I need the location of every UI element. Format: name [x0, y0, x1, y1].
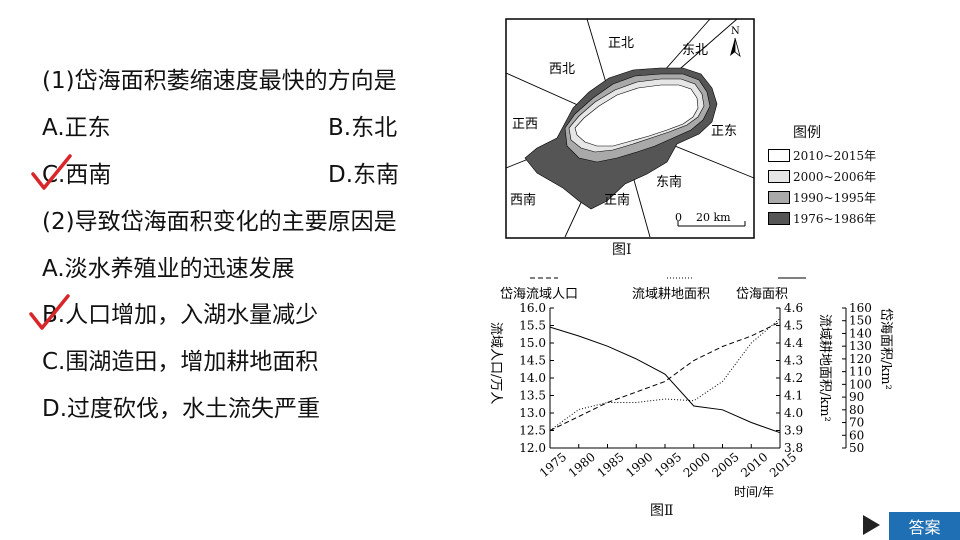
legend-item: 2000~2006年	[768, 168, 876, 185]
play-icon[interactable]	[863, 515, 880, 535]
series-line	[549, 318, 781, 431]
left-tick-label: 13.0	[519, 406, 546, 420]
option-2b: B.人口增加，入湖水量减少	[42, 302, 319, 328]
x-tick-label: 1990	[623, 450, 655, 480]
option-1d: D.东南	[328, 162, 400, 188]
dir-west: 正西	[512, 117, 538, 132]
x-tick-label: 1995	[652, 450, 684, 480]
legend-label: 1976~1986年	[793, 212, 877, 226]
lake-map: 正北 东北 西北 正西 正东 东南 西南 正南 N 0 20 km	[505, 18, 755, 239]
legend-label: 2000~2006年	[793, 170, 877, 184]
middle-tick-label: 4.3	[784, 354, 803, 368]
left-tick-label: 14.5	[519, 354, 546, 368]
dir-east: 正东	[711, 124, 737, 139]
right-tick-label: 60	[849, 428, 864, 442]
scale-bar: 0 20 km	[675, 211, 746, 227]
middle-tick-label: 3.8	[784, 441, 803, 455]
option-1a: A.正东	[42, 115, 111, 141]
left-axis-label: 流域人口/万人	[488, 322, 503, 404]
series-line	[549, 326, 781, 434]
right-tick-label: 110	[849, 365, 872, 379]
middle-axis-label: 流域耕地面积/km²	[817, 314, 833, 422]
legend-label: 1990~1995年	[793, 191, 877, 205]
middle-tick-label: 3.9	[784, 424, 803, 438]
right-axis-label: 岱海面积/km²	[878, 308, 893, 390]
dir-northeast: 东北	[682, 43, 708, 58]
left-tick-label: 12.0	[519, 441, 546, 455]
middle-tick-label: 4.2	[784, 371, 803, 385]
right-tick-label: 80	[849, 403, 864, 417]
legend-swatch	[768, 191, 790, 204]
legend-title: 图例	[793, 125, 821, 141]
right-tick-label: 130	[849, 339, 872, 353]
line-chart: 12.0 12.5 13.0 13.5 14.0 14.5 15.0 15.5 16.0 3.8 3…	[488, 277, 893, 499]
middle-tick-label: 4.1	[784, 389, 803, 403]
dir-northwest: 西北	[549, 62, 575, 77]
x-tick-label: 1980	[566, 450, 598, 480]
series-line	[549, 321, 781, 431]
check-mark-icon	[29, 294, 70, 330]
x-tick-label: 2000	[681, 450, 713, 480]
legend-series-label: 岱海流域人口	[500, 287, 578, 302]
option-2a: A.淡水养殖业的迅速发展	[42, 256, 295, 282]
dir-north: 正北	[608, 36, 634, 51]
left-tick-label: 15.5	[519, 319, 546, 333]
dir-south: 正南	[604, 192, 630, 208]
svg-text:0 20 km: 0 20 km	[675, 211, 731, 224]
figure-1-caption: 图Ⅰ	[612, 242, 632, 258]
left-tick-label: 15.0	[519, 336, 546, 350]
legend-series-label: 流域耕地面积	[632, 286, 710, 302]
legend-swatch	[768, 212, 790, 225]
right-tick-label: 120	[849, 352, 872, 366]
right-tick-label: 160	[849, 301, 872, 315]
north-arrow-icon: N	[730, 26, 741, 58]
question-1-stem: (1)岱海面积萎缩速度最快的方向是	[42, 68, 397, 94]
x-axis-label: 时间/年	[734, 485, 774, 499]
x-tick-label: 2005	[709, 450, 741, 480]
left-tick-label: 16.0	[519, 301, 546, 315]
svg-text:N: N	[731, 26, 740, 37]
right-tick-label: 140	[849, 326, 872, 340]
question-2-stem: (2)导致岱海面积变化的主要原因是	[42, 209, 397, 235]
answer-button[interactable]: 答案	[889, 512, 960, 540]
left-tick-label: 13.5	[519, 389, 546, 403]
right-tick-label: 70	[849, 416, 864, 430]
option-2d: D.过度砍伐，水土流失严重	[42, 396, 321, 422]
legend-label: 2010~2015年	[793, 149, 877, 163]
middle-tick-label: 4.5	[784, 319, 803, 333]
check-mark-icon	[31, 154, 72, 190]
legend-series-label: 岱海面积	[736, 287, 788, 302]
left-tick-label: 14.0	[519, 371, 546, 385]
x-tick-label: 1985	[594, 450, 626, 480]
left-tick-label: 12.5	[519, 424, 546, 438]
right-tick-label: 150	[849, 314, 872, 328]
right-tick-label: 50	[849, 441, 864, 455]
legend-swatch	[768, 170, 790, 183]
legend-swatch	[768, 149, 790, 162]
right-tick-label: 90	[849, 390, 864, 404]
lake-area-2010-2015	[574, 84, 699, 147]
legend-item: 1990~1995年	[768, 189, 876, 206]
figure-2-caption: 图Ⅱ	[650, 503, 674, 519]
legend-item: 1976~1986年	[768, 210, 876, 227]
dir-southwest: 西南	[510, 192, 536, 208]
legend-item: 2010~2015年	[768, 147, 876, 164]
right-tick-label: 100	[849, 377, 872, 391]
dir-southeast: 东南	[656, 174, 682, 190]
x-tick-label: 2010	[738, 450, 770, 480]
option-2c: C.围湖造田，增加耕地面积	[42, 349, 319, 375]
middle-tick-label: 4.4	[784, 336, 803, 350]
middle-tick-label: 4.0	[784, 406, 803, 420]
option-1b: B.东北	[328, 115, 398, 141]
middle-tick-label: 4.6	[784, 301, 803, 315]
